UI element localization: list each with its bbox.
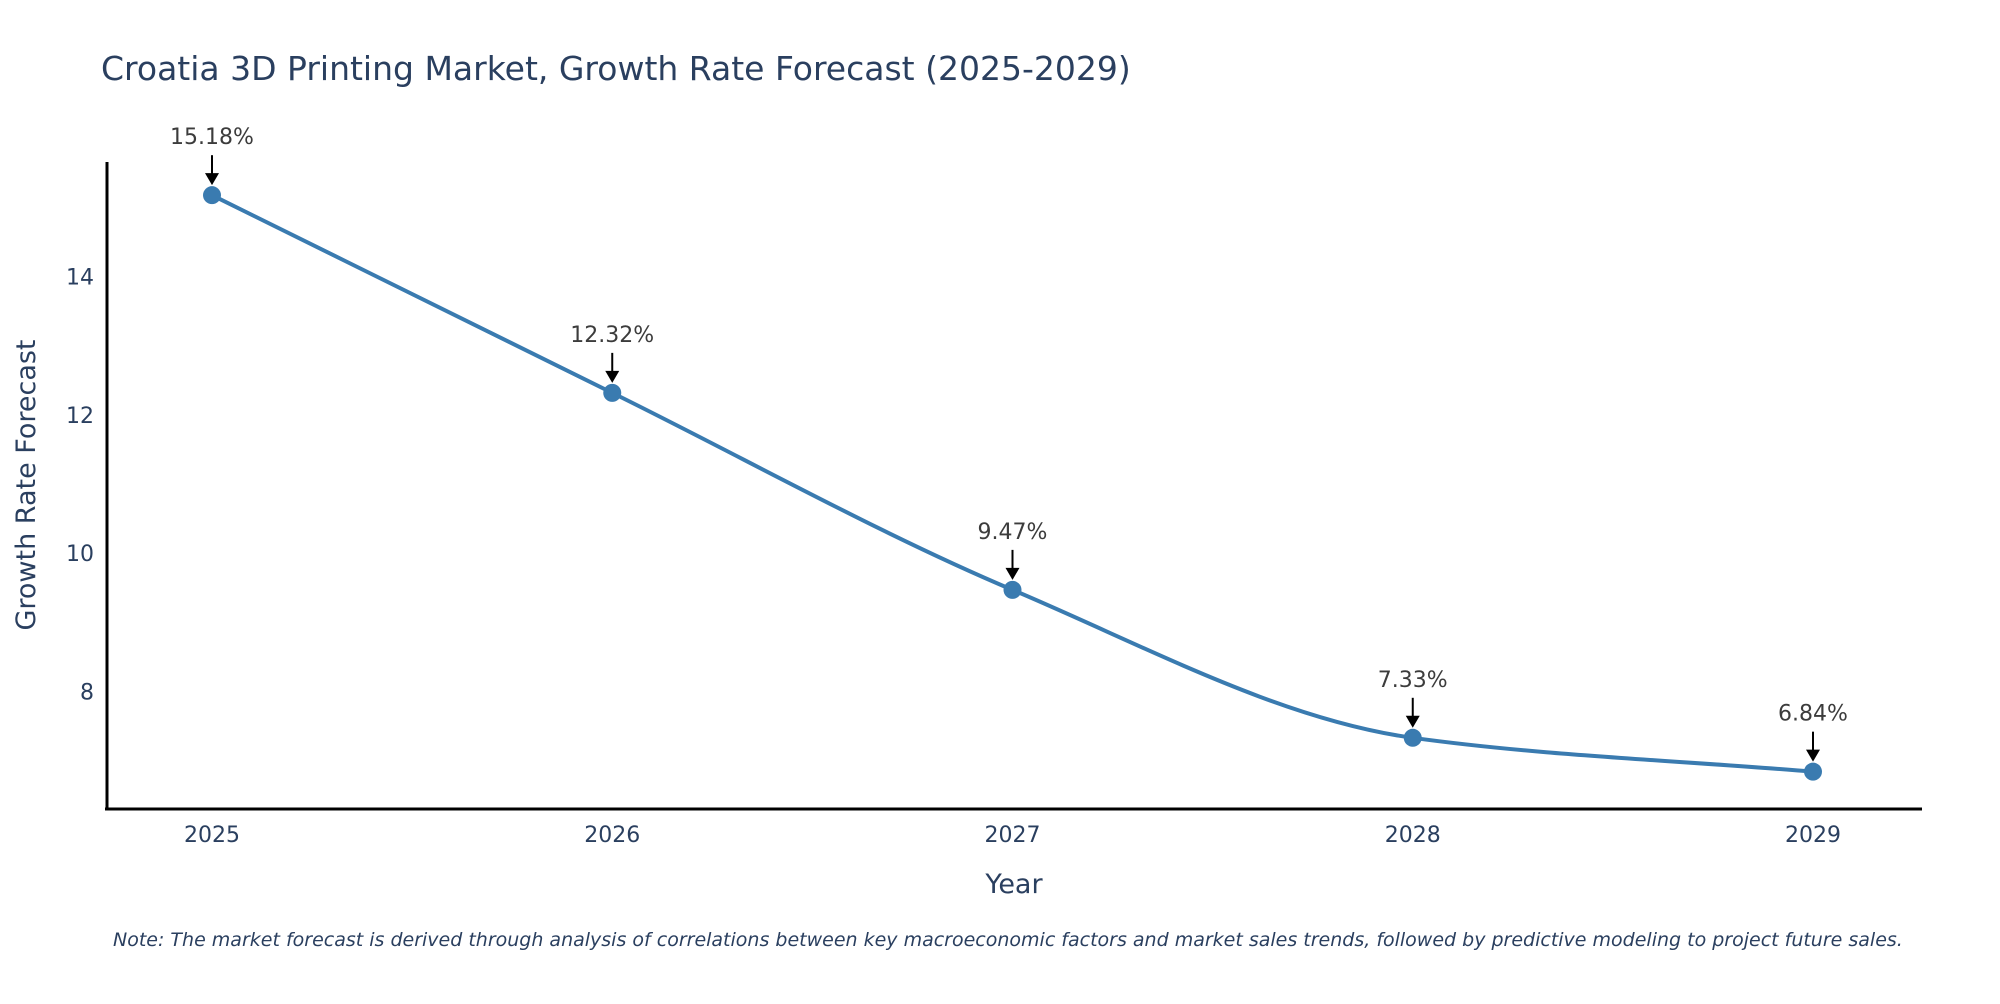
data-point-2027[interactable] [1003, 580, 1022, 599]
y-tick-label: 10 [66, 542, 94, 567]
x-axis-ticks: 2025 2026 2027 2028 2029 [184, 823, 1841, 848]
data-point-2029[interactable] [1804, 762, 1822, 781]
annotation-arrow-head [1405, 715, 1420, 728]
y-tick-label: 14 [66, 266, 94, 291]
data-label: 6.84% [1778, 702, 1848, 727]
x-tick-label: 2025 [184, 823, 240, 848]
data-point-2025[interactable] [203, 186, 221, 205]
data-markers [203, 186, 1822, 781]
data-annotations: 15.18% 12.32% 9.47% 7.33% 6.84% [170, 125, 1848, 762]
data-label: 15.18% [170, 125, 254, 150]
annotation-arrow-head [1806, 749, 1820, 762]
x-tick-label: 2028 [1385, 823, 1441, 848]
annotation-arrow-head [605, 370, 620, 383]
x-axis-label: Year [984, 869, 1043, 900]
data-label: 12.32% [570, 323, 654, 348]
annotation-2027: 9.47% [978, 520, 1048, 580]
chart-title: Croatia 3D Printing Market, Growth Rate … [101, 49, 1131, 88]
x-tick-label: 2029 [1785, 823, 1841, 848]
y-axis-label: Growth Rate Forecast [11, 339, 42, 630]
annotation-2025: 15.18% [170, 125, 254, 186]
annotation-arrow-head [205, 173, 219, 186]
data-point-2028[interactable] [1403, 728, 1422, 747]
x-tick-label: 2026 [584, 823, 640, 848]
y-axis-ticks: 8 10 12 14 [66, 266, 94, 706]
y-tick-label: 8 [80, 680, 94, 705]
y-tick-label: 12 [66, 404, 94, 429]
footnote: Note: The market forecast is derived thr… [113, 929, 1903, 951]
data-label: 9.47% [978, 520, 1048, 545]
data-point-2026[interactable] [603, 383, 622, 402]
data-label: 7.33% [1378, 668, 1448, 693]
annotation-2029: 6.84% [1778, 702, 1848, 762]
series-line-growth-rate [211, 193, 1814, 774]
x-tick-label: 2027 [985, 823, 1041, 848]
annotation-2026: 12.32% [570, 323, 654, 383]
annotation-arrow-head [1005, 567, 1020, 580]
annotation-2028: 7.33% [1378, 668, 1448, 728]
